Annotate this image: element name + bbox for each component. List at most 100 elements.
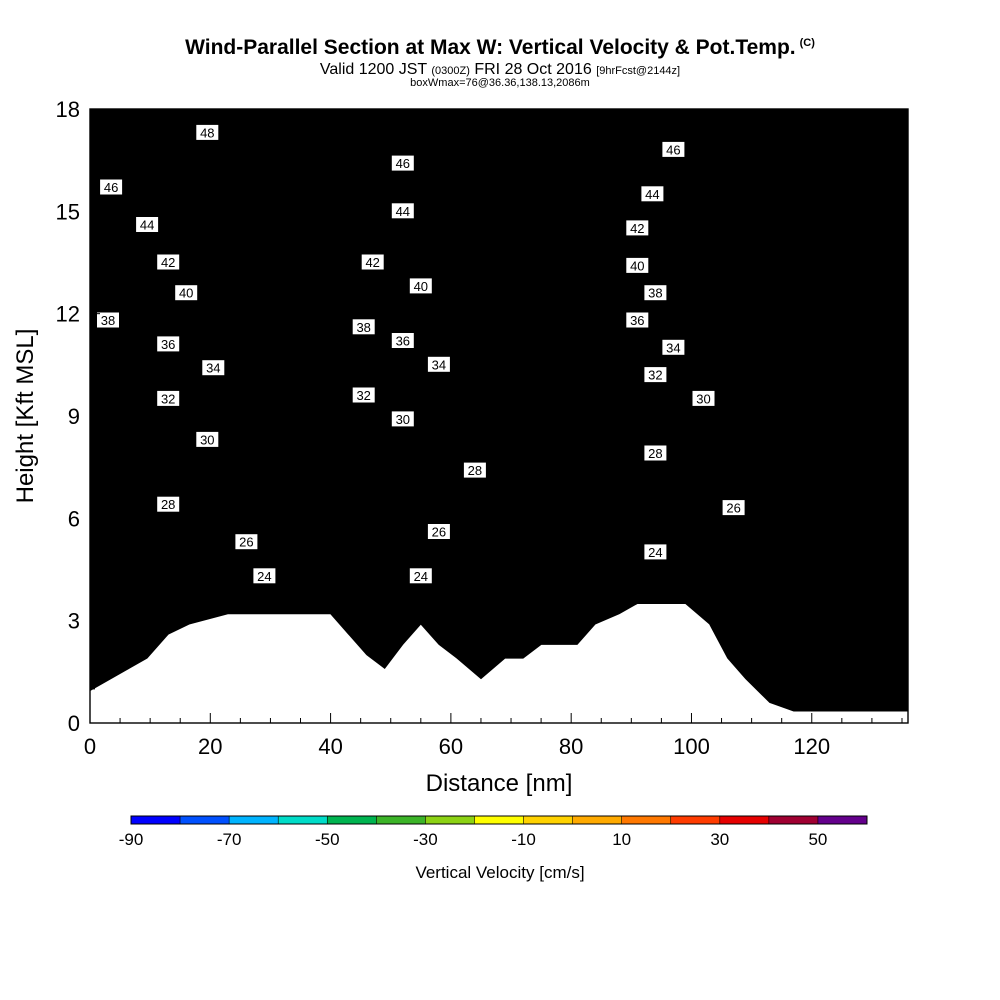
velocity-cell — [462, 491, 476, 506]
velocity-cell — [438, 122, 452, 137]
velocity-cell — [775, 341, 789, 356]
velocity-cell — [318, 491, 332, 506]
velocity-cell — [414, 341, 428, 356]
velocity-cell — [811, 368, 825, 383]
velocity-cell — [90, 218, 103, 233]
velocity-cell — [595, 259, 608, 274]
velocity-cell — [835, 218, 849, 233]
velocity-cell — [462, 163, 476, 178]
velocity-cell — [763, 313, 777, 328]
velocity-cell — [619, 272, 632, 287]
velocity-cell — [715, 450, 729, 465]
velocity-cell — [595, 109, 608, 124]
contour-label-bg — [692, 390, 715, 406]
velocity-cell — [727, 436, 741, 451]
velocity-cell — [378, 409, 392, 424]
velocity-cell — [835, 559, 849, 574]
velocity-cell — [847, 518, 861, 533]
velocity-cell — [198, 600, 211, 615]
velocity-cell — [883, 163, 897, 178]
velocity-cell — [474, 532, 488, 547]
velocity-cell — [366, 272, 380, 287]
y-tick-label: 18 — [56, 97, 80, 122]
velocity-cell — [523, 218, 536, 233]
velocity-cell — [330, 559, 344, 574]
velocity-cell — [270, 532, 283, 547]
velocity-cell — [739, 641, 753, 656]
velocity-cell — [619, 177, 632, 192]
velocity-cell — [583, 545, 596, 560]
velocity-cell — [763, 109, 777, 124]
velocity-cell — [246, 422, 259, 437]
velocity-cell — [679, 436, 692, 451]
velocity-cell — [234, 149, 247, 165]
contour-label-bg — [391, 333, 414, 348]
velocity-cell — [511, 518, 524, 533]
velocity-cell — [198, 259, 211, 274]
velocity-cell — [414, 218, 428, 233]
velocity-cell — [799, 504, 813, 519]
velocity-cell — [222, 177, 235, 192]
velocity-cell — [715, 149, 729, 165]
velocity-cell — [450, 463, 464, 478]
velocity-cell — [835, 586, 849, 601]
contour-label: 38 — [648, 286, 662, 301]
velocity-cell — [631, 545, 644, 560]
velocity-cell — [535, 381, 548, 397]
contour-label: 24 — [257, 569, 271, 584]
velocity-cell — [631, 286, 644, 301]
velocity-cell — [126, 313, 139, 328]
velocity-cell — [896, 559, 908, 574]
velocity-cell — [234, 300, 247, 315]
velocity-cell — [547, 422, 560, 437]
velocity-cell — [787, 654, 801, 669]
velocity-cell — [859, 436, 873, 451]
velocity-cell — [787, 477, 801, 492]
velocity-cell — [619, 436, 632, 451]
velocity-cell — [775, 627, 789, 642]
velocity-cell — [499, 109, 512, 124]
velocity-cell — [499, 463, 512, 478]
velocity-cell — [186, 231, 199, 246]
velocity-cell — [198, 463, 211, 478]
velocity-cell — [763, 436, 777, 451]
velocity-cell — [499, 122, 512, 137]
velocity-cell — [306, 313, 320, 328]
velocity-cell — [198, 450, 211, 465]
velocity-cell — [751, 272, 765, 287]
velocity-cell — [859, 313, 873, 328]
velocity-cell — [330, 163, 344, 178]
velocity-cell — [631, 477, 644, 492]
velocity-cell — [354, 231, 368, 246]
velocity-cell — [162, 204, 175, 219]
velocity-cell — [595, 272, 608, 287]
velocity-cell — [883, 695, 897, 710]
velocity-cell — [667, 218, 680, 233]
velocity-cell — [258, 259, 271, 274]
velocity-cell — [330, 259, 344, 274]
velocity-cell — [643, 572, 656, 588]
velocity-cell — [896, 491, 908, 506]
velocity-cell — [859, 600, 873, 615]
velocity-cell — [583, 409, 596, 424]
velocity-cell — [896, 259, 908, 274]
velocity-cell — [102, 109, 115, 124]
theta-contour-line — [90, 450, 908, 532]
velocity-cell — [294, 532, 308, 547]
velocity-cell — [246, 381, 259, 397]
theta-contour-line — [90, 140, 908, 184]
velocity-cell — [294, 559, 308, 574]
velocity-cell — [210, 190, 223, 206]
velocity-cell — [186, 300, 199, 315]
velocity-cell — [691, 409, 705, 424]
velocity-cell — [799, 600, 813, 615]
velocity-cell — [799, 654, 813, 669]
velocity-cell — [535, 518, 548, 533]
velocity-cell — [162, 122, 175, 137]
velocity-cell — [487, 177, 500, 192]
velocity-cell — [787, 395, 801, 410]
velocity-cell — [234, 177, 247, 192]
velocity-cell — [559, 572, 572, 588]
velocity-cell — [547, 163, 560, 178]
velocity-cell — [222, 532, 235, 547]
